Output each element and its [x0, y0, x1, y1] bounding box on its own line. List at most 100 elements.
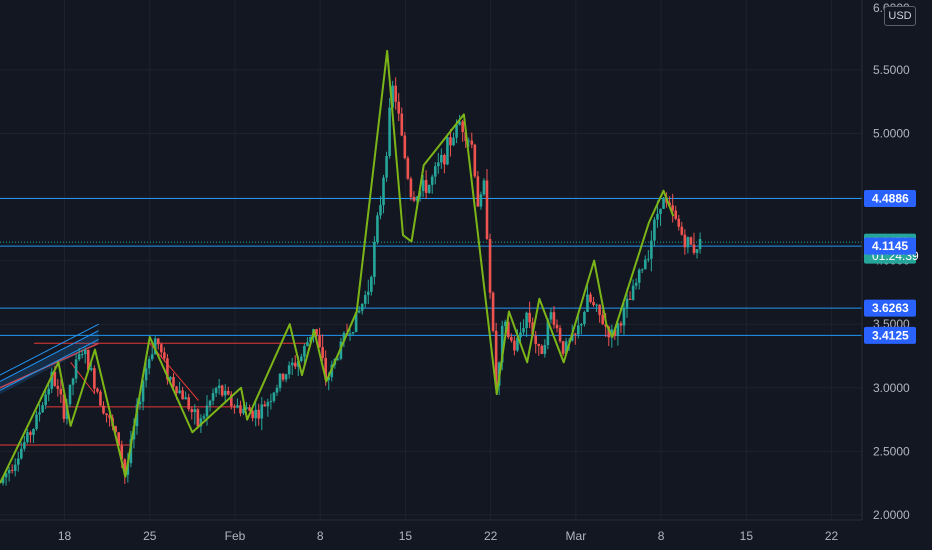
candle-body [96, 388, 99, 392]
candle-body [580, 324, 583, 326]
candle-body [698, 239, 702, 250]
candle-body [44, 394, 47, 406]
candle-body [400, 113, 404, 136]
candle-body [196, 409, 200, 427]
candle-body [467, 140, 471, 142]
candle-body [519, 332, 522, 338]
candle-body [461, 121, 464, 133]
candle-body [138, 401, 142, 405]
candle-body [424, 180, 428, 193]
candle-body [686, 237, 690, 248]
candle-body [543, 344, 547, 354]
candle-body [677, 218, 681, 227]
candle-body [187, 397, 191, 410]
candle-body [321, 347, 324, 358]
candle-body [309, 336, 312, 343]
candle-body [71, 378, 75, 385]
candle-body [482, 180, 486, 195]
x-tick-label: 8 [317, 529, 324, 543]
candle-body [248, 407, 251, 411]
candle-body [266, 402, 270, 407]
candle-body [38, 412, 41, 415]
candle-body [537, 344, 541, 346]
candle-body [634, 282, 638, 286]
candle-body [324, 357, 327, 381]
candle-body [494, 330, 498, 386]
candle-body [260, 404, 264, 419]
candle-body [153, 338, 157, 355]
candle-body [172, 377, 175, 387]
candle-body [303, 346, 306, 357]
candle-body [357, 310, 361, 313]
candle-body [190, 409, 194, 413]
candle-body [631, 285, 635, 300]
candle-body [659, 208, 662, 214]
price-tag-label: 4.1145 [872, 239, 908, 253]
candle-body [342, 333, 346, 342]
time-axis[interactable]: 18 25 Feb 8 15 22 Mar 8 15 22 [58, 529, 839, 543]
candle-body [415, 196, 419, 201]
candle-body [318, 334, 321, 348]
trend-channel-fill [0, 330, 99, 395]
candle-body [278, 373, 282, 388]
candle-body [150, 354, 154, 360]
candle-body [382, 177, 385, 206]
candle-body [123, 459, 127, 475]
candle-body [473, 144, 477, 177]
candle-body [552, 312, 556, 325]
candle-body [433, 166, 437, 177]
candle-body [90, 368, 93, 370]
candle-body [269, 400, 273, 403]
candle-body [376, 215, 379, 243]
x-tick-label: 15 [740, 529, 754, 543]
currency-button[interactable]: USD [884, 6, 916, 26]
candle-body [160, 344, 163, 353]
candle-body [373, 242, 376, 277]
candle-body [214, 387, 218, 394]
candle-body [41, 405, 44, 413]
candle-body [583, 311, 586, 325]
candle-body [452, 137, 455, 146]
candle-body [284, 374, 288, 380]
candle-body [50, 371, 54, 389]
candle-body [211, 393, 215, 401]
candle-body [178, 390, 181, 394]
candle-body [653, 219, 656, 241]
candle-body [56, 385, 60, 389]
candle-body [479, 194, 483, 207]
candle-body [220, 385, 224, 396]
candle-body [403, 135, 407, 158]
candle-body [129, 439, 133, 464]
candle-body [683, 234, 687, 248]
candle-body [619, 323, 623, 326]
candle-body [83, 350, 87, 355]
candle-body [500, 325, 504, 363]
x-tick-label: 18 [58, 529, 72, 543]
candle-body [595, 304, 598, 306]
zigzag-line [0, 49, 675, 484]
candle-body [476, 176, 480, 207]
candle-body [427, 184, 431, 193]
candle-body [455, 124, 458, 138]
trend-channel-line [0, 330, 99, 382]
candle-body [689, 237, 693, 245]
candle-body [534, 335, 538, 345]
price-tag-label: 3.4125 [872, 328, 909, 342]
candle-body [385, 156, 388, 178]
candle-body [327, 377, 331, 381]
candle-body [59, 388, 63, 395]
candle-body [397, 101, 401, 114]
price-tag [864, 237, 916, 255]
candle-body [510, 337, 513, 341]
candle-body [586, 294, 589, 312]
candle-body [47, 388, 51, 395]
candle-body [16, 458, 20, 465]
candle-body [488, 238, 492, 293]
y-tick-label: 2.0000 [873, 508, 910, 522]
candle-body [223, 390, 227, 396]
candle-body [528, 312, 531, 323]
candle-body [598, 304, 601, 315]
